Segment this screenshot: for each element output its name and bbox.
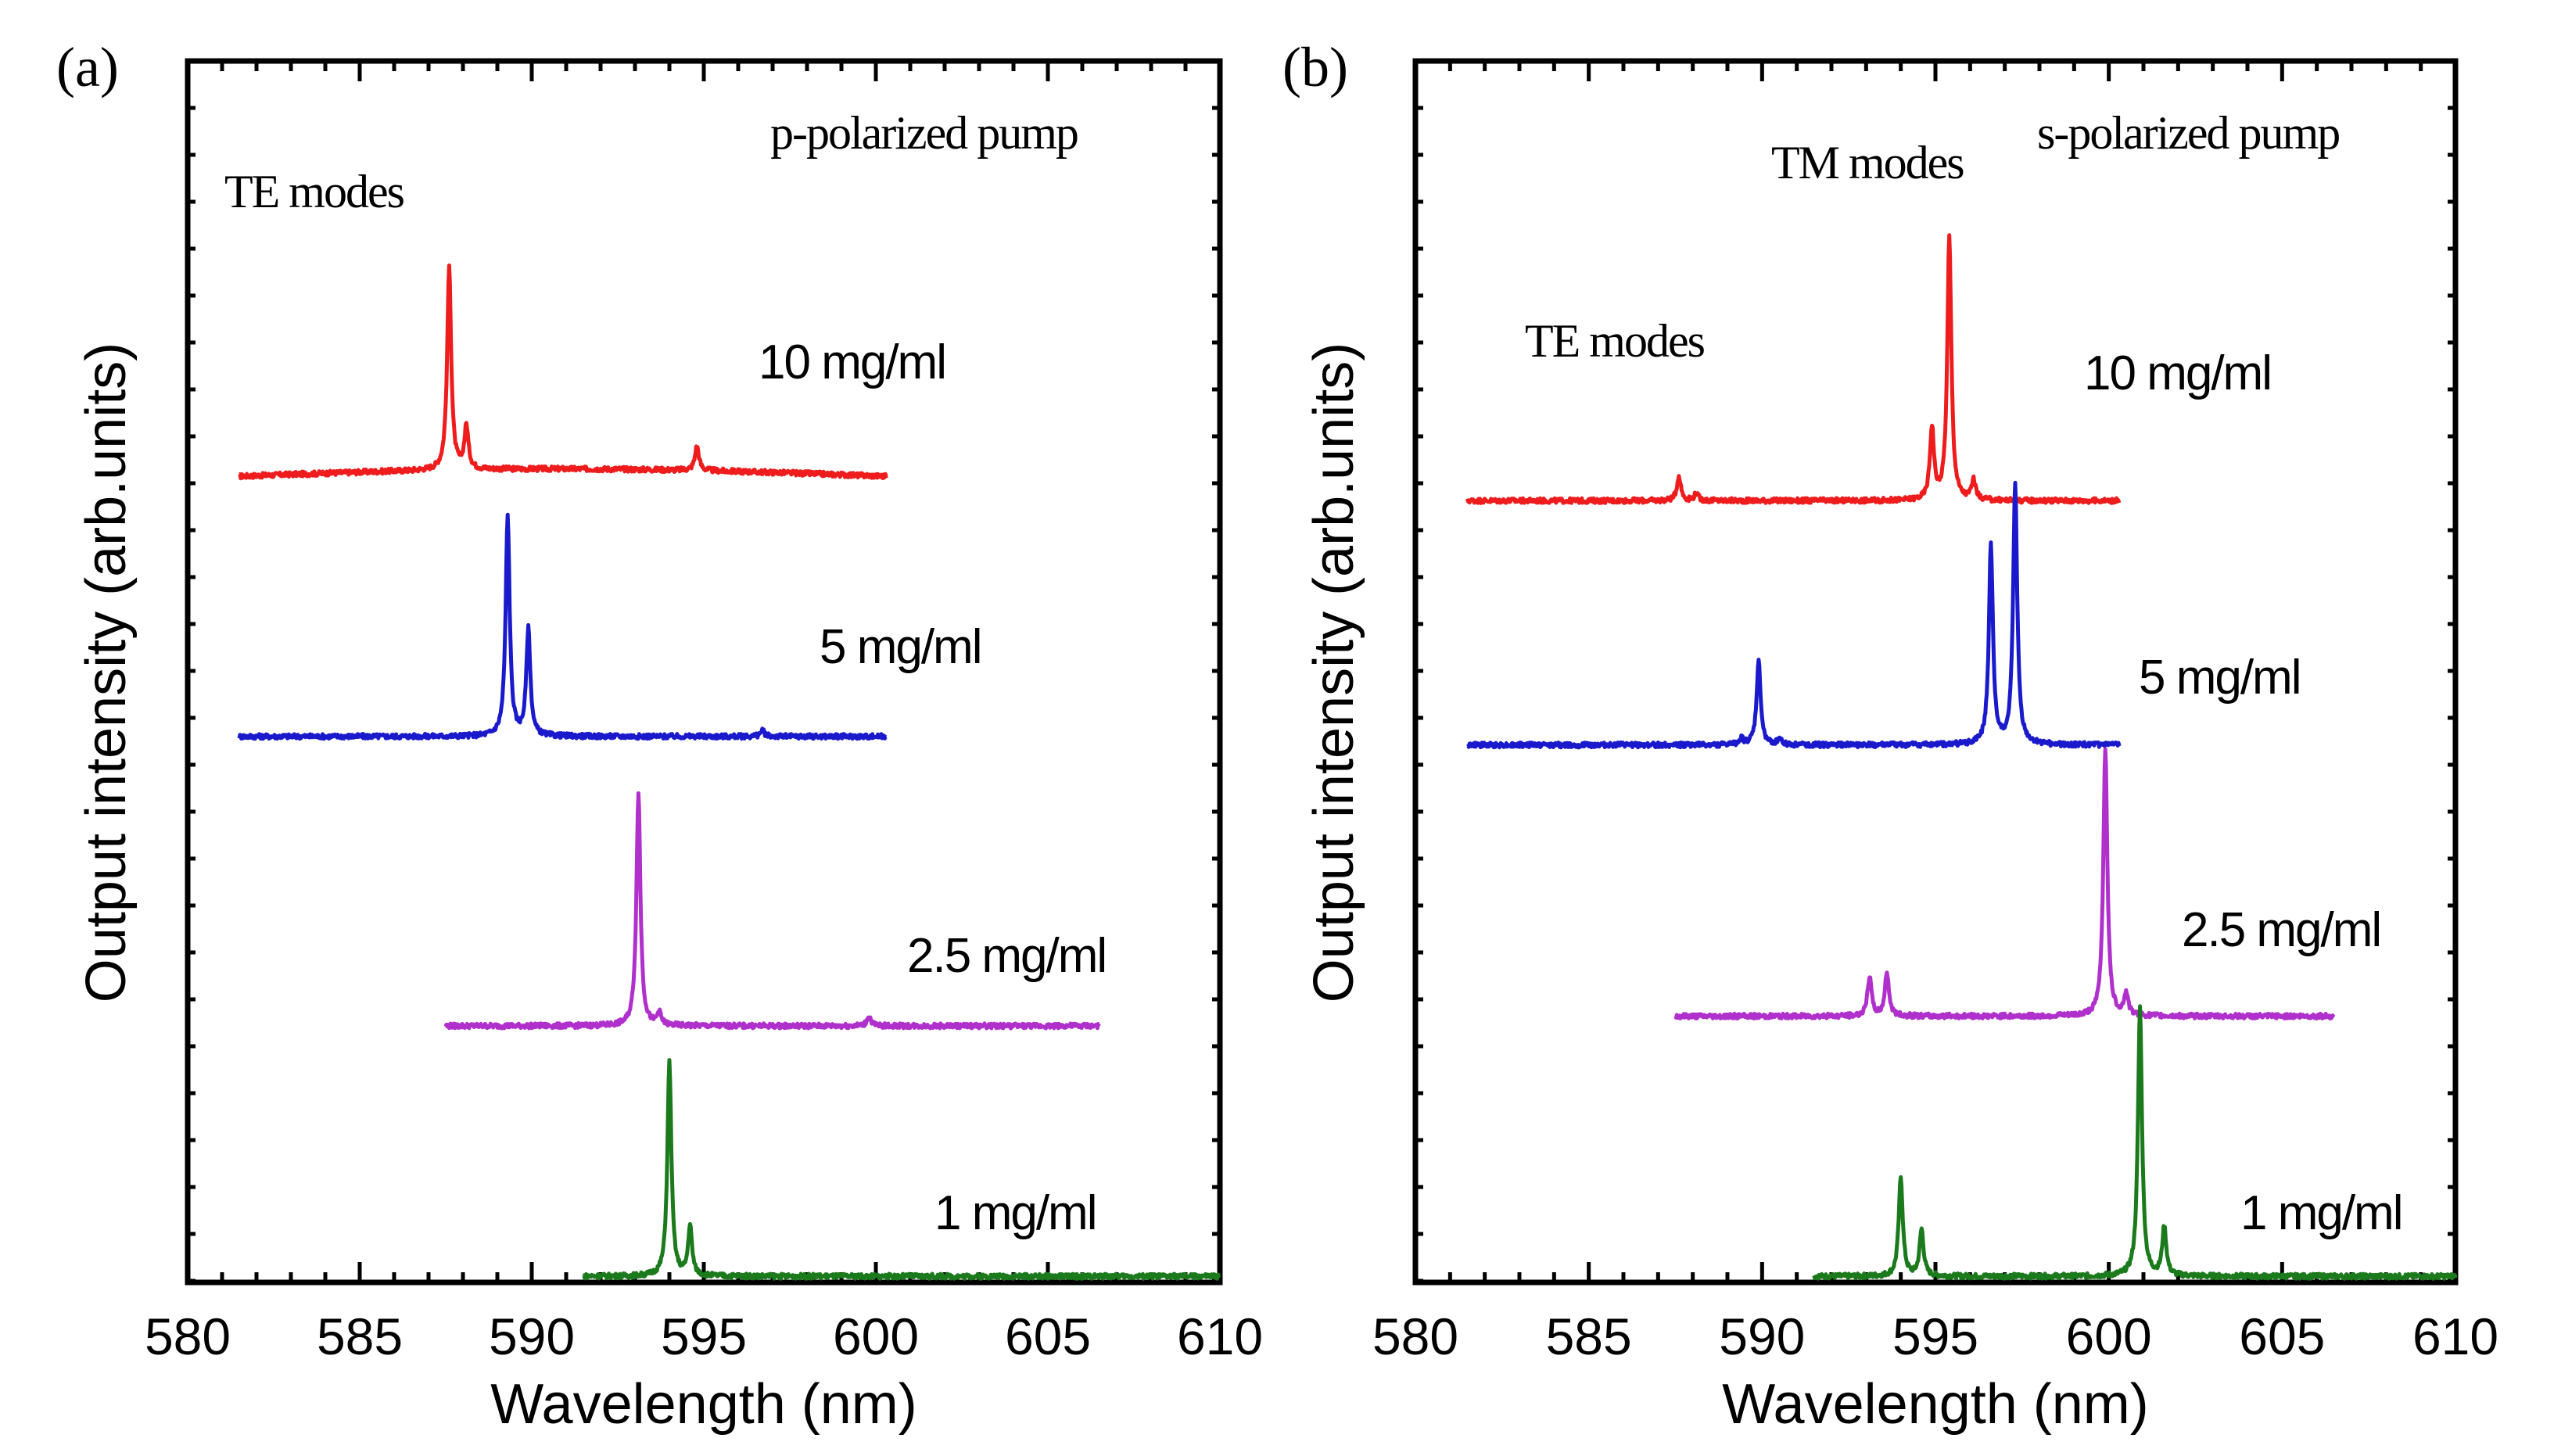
x-tick-label: 600 xyxy=(2066,1307,2152,1365)
panel-b-tm-modes-label: TM modes xyxy=(1771,137,1964,188)
x-tick-label: 595 xyxy=(1892,1307,1978,1365)
series-line-2-5-mg-ml xyxy=(1673,747,2336,1020)
panel-b-xlabel: Wavelength (nm) xyxy=(1722,1373,2149,1436)
panel-a-traces xyxy=(237,264,1221,1281)
panel-a-xlabel: Wavelength (nm) xyxy=(490,1373,917,1436)
panel-a-label-5: 5 mg/ml xyxy=(820,620,981,674)
x-tick-label: 585 xyxy=(317,1307,403,1365)
x-tick-label: 595 xyxy=(661,1307,747,1365)
x-tick-label: 580 xyxy=(145,1307,231,1365)
x-tick-label: 610 xyxy=(2412,1307,2498,1365)
panel-b-label-5: 5 mg/ml xyxy=(2139,651,2300,705)
panel-b-label: (b) xyxy=(1282,36,1348,99)
panel-a-label-1: 1 mg/ml xyxy=(934,1186,1096,1240)
panel-a-te-modes-label: TE modes xyxy=(224,166,404,217)
x-tick-label: 605 xyxy=(2239,1307,2325,1365)
series-line-10-mg-ml xyxy=(1465,233,2122,505)
panel-a-ticklabels: 580 585 590 595 600 605 610 xyxy=(145,1307,1263,1365)
x-tick-label: 585 xyxy=(1546,1307,1632,1365)
panel-a-label-10: 10 mg/ml xyxy=(759,335,945,389)
x-tick-label: 605 xyxy=(1005,1307,1091,1365)
x-tick-label: 610 xyxy=(1177,1307,1263,1365)
panel-b-te-modes-label: TE modes xyxy=(1525,315,1705,367)
series-line-10-mg-ml xyxy=(238,264,888,481)
series-line-5-mg-ml xyxy=(237,512,888,741)
panel-b-label-10: 10 mg/ml xyxy=(2084,346,2271,400)
x-tick-label: 580 xyxy=(1372,1307,1458,1365)
panel-a: 580 585 590 595 600 605 610 (a) p-polarized pu… xyxy=(56,36,1263,1436)
panel-b-ticklabels: 580 585 590 595 600 605 610 xyxy=(1372,1307,2498,1365)
x-tick-label: 590 xyxy=(1719,1307,1805,1365)
panel-a-frame xyxy=(185,58,1223,1286)
panel-b-ylabel: Output intensity (arb.units) xyxy=(1303,342,1365,1002)
panel-a-label-2-5: 2.5 mg/ml xyxy=(907,929,1106,983)
panel-b-traces xyxy=(1465,233,2458,1281)
x-tick-label: 590 xyxy=(489,1307,575,1365)
series-line-1-mg-ml xyxy=(582,1058,1221,1281)
panel-b-pump-label: s-polarized pump xyxy=(2037,107,2339,159)
series-line-5-mg-ml xyxy=(1465,480,2122,750)
panel-a-label: (a) xyxy=(56,36,119,99)
series-line-1-mg-ml xyxy=(1812,1004,2458,1281)
panel-a-ylabel: Output intensity (arb.units) xyxy=(75,342,138,1002)
panel-b-label-1: 1 mg/ml xyxy=(2240,1186,2402,1240)
panel-b: 580 585 590 595 600 605 610 (b) s-polarized pu… xyxy=(1282,36,2498,1436)
panel-a-pump-label: p-polarized pump xyxy=(770,107,1078,159)
series-line-2-5-mg-ml xyxy=(443,791,1101,1031)
panel-a-ticks xyxy=(185,61,1222,1283)
panel-b-ticks xyxy=(1413,61,2458,1283)
x-tick-label: 600 xyxy=(833,1307,919,1365)
panel-b-label-2-5: 2.5 mg/ml xyxy=(2182,903,2380,957)
